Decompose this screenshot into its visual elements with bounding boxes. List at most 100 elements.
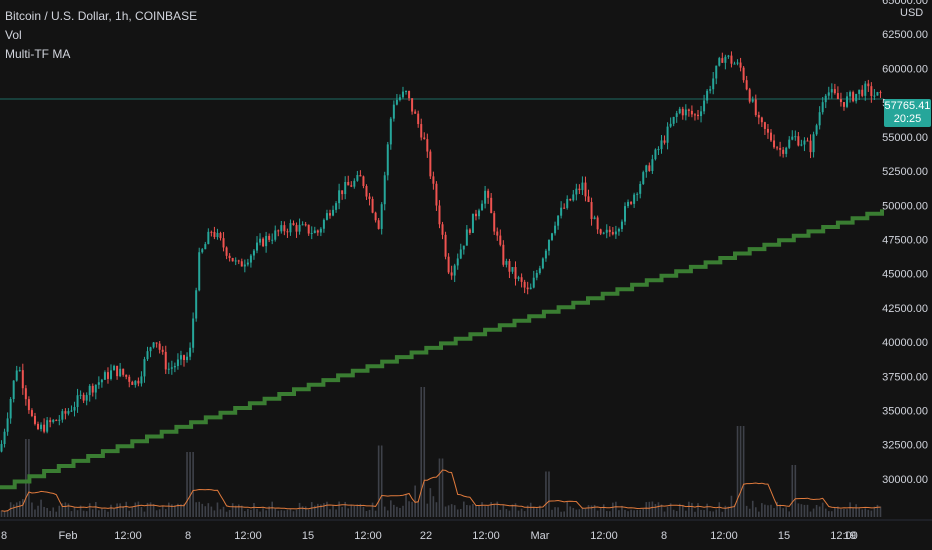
candle-body <box>584 182 587 197</box>
volume-bar <box>648 501 651 517</box>
volume-bar <box>758 511 760 517</box>
volume-bar <box>575 509 578 517</box>
volume-bar <box>785 507 787 517</box>
candle-body <box>566 198 569 208</box>
candle-body <box>572 194 575 201</box>
volume-bar <box>496 501 499 517</box>
candle-body <box>392 104 395 119</box>
volume-bar <box>34 509 36 517</box>
candle-body <box>322 219 325 229</box>
volume-bar <box>46 508 48 517</box>
volume-bar <box>581 507 584 517</box>
volume-bar <box>557 507 559 517</box>
volume-bar <box>353 505 356 517</box>
currency-label[interactable]: USD <box>898 6 926 20</box>
candlesticks <box>0 51 882 453</box>
volume-bar <box>399 507 401 517</box>
candle-body <box>873 95 876 97</box>
candle-body <box>164 351 167 370</box>
volume-bar <box>274 508 277 517</box>
candle-body <box>785 147 788 154</box>
x-tick-label: 8 <box>661 530 667 542</box>
volume-bar <box>304 506 307 517</box>
candle-body <box>605 229 608 233</box>
volume-bar <box>107 511 109 517</box>
volume-bar <box>18 501 21 517</box>
candle-body <box>769 132 772 141</box>
volume-bar <box>672 509 675 517</box>
candle-body <box>867 83 870 87</box>
candle-body <box>432 176 435 184</box>
candle-body <box>471 213 474 233</box>
candle-body <box>289 223 292 233</box>
volume-bar <box>736 426 739 517</box>
volume-bar <box>642 508 645 517</box>
y-tick-label: 32500.00 <box>882 440 928 452</box>
volume-legend[interactable]: Vol <box>5 28 22 42</box>
volume-bar <box>876 504 879 517</box>
candle-body <box>514 267 517 279</box>
candle-body <box>195 290 198 319</box>
volume-bar <box>320 504 322 517</box>
volume-bar <box>365 511 368 517</box>
candle-body <box>82 394 85 401</box>
volume-bar <box>688 501 690 517</box>
y-tick-label: 47500.00 <box>882 234 928 246</box>
volume-bar <box>545 471 547 517</box>
candle-body <box>526 287 529 290</box>
symbol-title[interactable]: Bitcoin / U.S. Dollar, 1h, COINBASE <box>5 9 198 23</box>
volume-bar <box>441 458 444 517</box>
price-axis-panel[interactable] <box>884 0 932 520</box>
candle-body <box>587 196 590 203</box>
volume-bar <box>666 506 669 517</box>
candle-body <box>73 406 76 411</box>
volume-bar <box>417 501 419 517</box>
candle-body <box>624 206 627 222</box>
volume-bar <box>213 510 216 517</box>
volume-bar <box>809 511 812 517</box>
volume-bar <box>612 502 614 517</box>
volume-bar <box>225 511 228 517</box>
volume-bar <box>742 426 745 517</box>
candle-body <box>292 223 295 226</box>
volume-bar <box>286 509 289 517</box>
volume-bar <box>9 502 12 517</box>
candle-body <box>450 272 453 276</box>
candle-body <box>216 232 219 238</box>
volume-bar <box>879 506 882 517</box>
candle-body <box>128 376 131 382</box>
candle-body <box>237 260 240 262</box>
volume-bar <box>608 511 611 517</box>
volume-bar <box>478 505 480 517</box>
indicator-legend[interactable]: Multi-TF MA <box>5 47 71 61</box>
candle-body <box>487 190 490 198</box>
candle-body <box>590 202 593 219</box>
volume-bar <box>724 505 727 517</box>
candle-body <box>30 410 33 416</box>
volume-bar <box>61 503 64 517</box>
volume-bar <box>721 511 724 517</box>
candle-body <box>67 411 70 414</box>
candle-body <box>176 359 179 366</box>
volume-bar <box>730 495 733 517</box>
volume-bar <box>25 439 27 517</box>
candle-body <box>338 190 341 204</box>
candle-body <box>61 411 64 420</box>
candle-body <box>599 229 602 234</box>
volume-bar <box>596 510 599 517</box>
x-tick-label: 12:00 <box>472 530 500 542</box>
volume-bar <box>350 504 353 517</box>
multi-tf-ma-line <box>0 209 884 490</box>
x-tick-label: 22 <box>420 530 432 542</box>
candle-body <box>249 255 252 263</box>
candle-body <box>27 399 30 411</box>
volume-bar <box>244 511 246 517</box>
candle-body <box>836 93 839 100</box>
volume-bar <box>873 506 876 517</box>
volume-bar <box>95 502 97 517</box>
volume-bar <box>317 503 319 517</box>
volume-bar <box>210 506 213 517</box>
candle-body <box>374 212 377 221</box>
candle-body <box>830 89 833 93</box>
